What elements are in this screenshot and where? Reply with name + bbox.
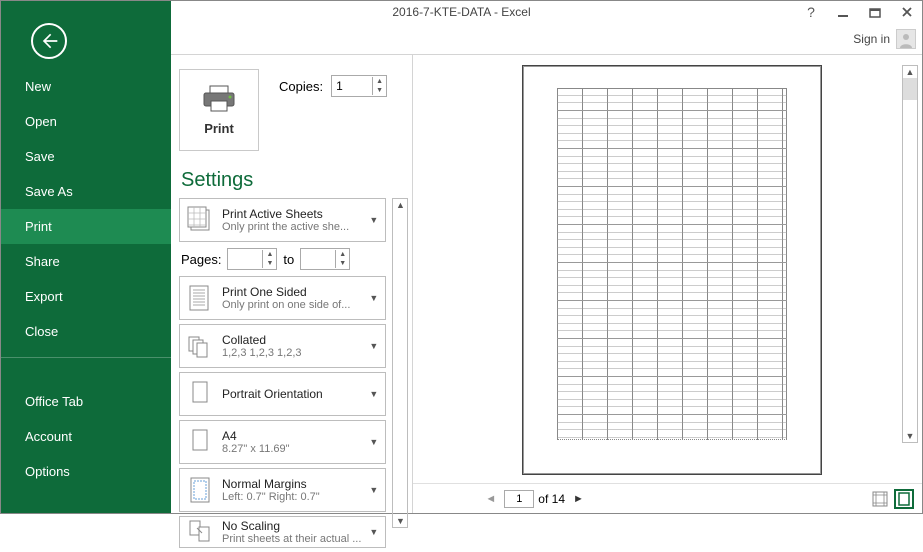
sidebar-item-share[interactable]: Share bbox=[1, 244, 171, 279]
sidebar-item-print[interactable]: Print bbox=[1, 209, 171, 244]
pages-from-spinner[interactable]: ▲▼ bbox=[227, 248, 277, 270]
option-scaling[interactable]: No ScalingPrint sheets at their actual .… bbox=[179, 516, 386, 548]
chevron-down-icon: ▼ bbox=[369, 215, 379, 225]
option-print-active-sheets[interactable]: Print Active SheetsOnly print the active… bbox=[179, 198, 386, 242]
back-button[interactable] bbox=[31, 23, 67, 59]
copies-down[interactable]: ▼ bbox=[373, 86, 386, 95]
title-bar-green bbox=[1, 1, 171, 55]
sidebar-item-saveas[interactable]: Save As bbox=[1, 174, 171, 209]
restore-button[interactable] bbox=[866, 3, 884, 21]
chevron-down-icon: ▼ bbox=[369, 293, 379, 303]
scaling-icon bbox=[186, 516, 214, 548]
chevron-down-icon: ▼ bbox=[369, 485, 379, 495]
preview-grid bbox=[557, 88, 787, 440]
print-settings-panel: Print Copies: ▲▼ Settings Print Active S… bbox=[171, 55, 412, 513]
zoom-controls bbox=[870, 489, 914, 509]
next-page-button[interactable]: ► bbox=[569, 493, 588, 505]
sign-in[interactable]: Sign in bbox=[853, 29, 916, 49]
window-title: 2016-7-KTE-DATA - Excel bbox=[392, 5, 530, 19]
total-pages-label: of 14 bbox=[538, 492, 565, 506]
option-paper-size[interactable]: A48.27" x 11.69" ▼ bbox=[179, 420, 386, 464]
print-button[interactable]: Print bbox=[179, 69, 259, 151]
copies-label: Copies: bbox=[279, 79, 323, 94]
show-margins-button[interactable] bbox=[870, 489, 890, 509]
option-orientation[interactable]: Portrait Orientation ▼ bbox=[179, 372, 386, 416]
sidebar-item-export[interactable]: Export bbox=[1, 279, 171, 314]
copies-row: Copies: ▲▼ bbox=[279, 75, 387, 97]
chevron-down-icon: ▼ bbox=[369, 527, 379, 537]
settings-list: Print Active SheetsOnly print the active… bbox=[179, 198, 386, 552]
pages-to-input[interactable] bbox=[301, 249, 335, 269]
sidebar-item-save[interactable]: Save bbox=[1, 139, 171, 174]
avatar-icon bbox=[896, 29, 916, 49]
option-print-one-sided[interactable]: Print One SidedOnly print on one side of… bbox=[179, 276, 386, 320]
sign-in-label: Sign in bbox=[853, 32, 890, 46]
close-button[interactable] bbox=[898, 3, 916, 21]
sidebar-item-new[interactable]: New bbox=[1, 69, 171, 104]
margins-icon bbox=[186, 474, 214, 506]
collated-icon bbox=[186, 330, 214, 362]
option-margins[interactable]: Normal MarginsLeft: 0.7" Right: 0.7" ▼ bbox=[179, 468, 386, 512]
pages-label: Pages: bbox=[181, 252, 221, 267]
print-button-label: Print bbox=[204, 121, 234, 136]
sidebar-item-open[interactable]: Open bbox=[1, 104, 171, 139]
minimize-button[interactable] bbox=[834, 3, 852, 21]
help-button[interactable]: ? bbox=[802, 3, 820, 21]
preview-scrollbar[interactable]: ▲ ▼ bbox=[902, 65, 918, 443]
sidebar-item-account[interactable]: Account bbox=[1, 419, 171, 454]
preview-body: ▲ ▼ bbox=[413, 55, 922, 483]
preview-footer: ◄ of 14 ► bbox=[413, 483, 922, 513]
scroll-down-icon[interactable]: ▼ bbox=[906, 430, 915, 442]
preview-page bbox=[522, 65, 822, 475]
title-bar: 2016-7-KTE-DATA - Excel ? Sign in bbox=[1, 1, 922, 55]
copies-spinner[interactable]: ▲▼ bbox=[331, 75, 387, 97]
prev-page-button[interactable]: ◄ bbox=[481, 493, 500, 505]
copies-input[interactable] bbox=[332, 76, 372, 96]
scrollbar-thumb[interactable] bbox=[903, 78, 917, 100]
option-collated[interactable]: Collated1,2,3 1,2,3 1,2,3 ▼ bbox=[179, 324, 386, 368]
settings-heading: Settings bbox=[181, 169, 408, 192]
onesided-icon bbox=[186, 282, 214, 314]
scroll-up-icon[interactable]: ▲ bbox=[396, 199, 405, 211]
window-controls: ? bbox=[802, 3, 916, 21]
chevron-down-icon: ▼ bbox=[369, 341, 379, 351]
sidebar-item-officetab[interactable]: Office Tab bbox=[1, 384, 171, 419]
a4-icon bbox=[186, 426, 214, 458]
chevron-down-icon: ▼ bbox=[369, 389, 379, 399]
page-nav: ◄ of 14 ► bbox=[481, 490, 587, 508]
print-preview-panel: ▲ ▼ ◄ of 14 ► bbox=[412, 55, 922, 513]
zoom-to-page-button[interactable] bbox=[894, 489, 914, 509]
portrait-icon bbox=[186, 378, 214, 410]
settings-scrollbar[interactable]: ▲ ▼ bbox=[392, 198, 408, 528]
printer-icon bbox=[201, 85, 237, 113]
chevron-down-icon: ▼ bbox=[369, 437, 379, 447]
copies-up[interactable]: ▲ bbox=[373, 77, 386, 86]
sheets-icon bbox=[186, 204, 214, 236]
pages-to-spinner[interactable]: ▲▼ bbox=[300, 248, 350, 270]
backstage-sidebar: New Open Save Save As Print Share Export… bbox=[1, 55, 171, 513]
scroll-up-icon[interactable]: ▲ bbox=[906, 66, 915, 78]
sidebar-separator bbox=[1, 357, 171, 358]
current-page-input[interactable] bbox=[504, 490, 534, 508]
pages-row: Pages: ▲▼ to ▲▼ bbox=[181, 248, 386, 270]
main-area: New Open Save Save As Print Share Export… bbox=[1, 55, 922, 513]
sidebar-item-options[interactable]: Options bbox=[1, 454, 171, 489]
pages-to-label: to bbox=[283, 252, 294, 267]
pages-from-input[interactable] bbox=[228, 249, 262, 269]
sidebar-item-close[interactable]: Close bbox=[1, 314, 171, 349]
scroll-down-icon[interactable]: ▼ bbox=[396, 515, 405, 527]
